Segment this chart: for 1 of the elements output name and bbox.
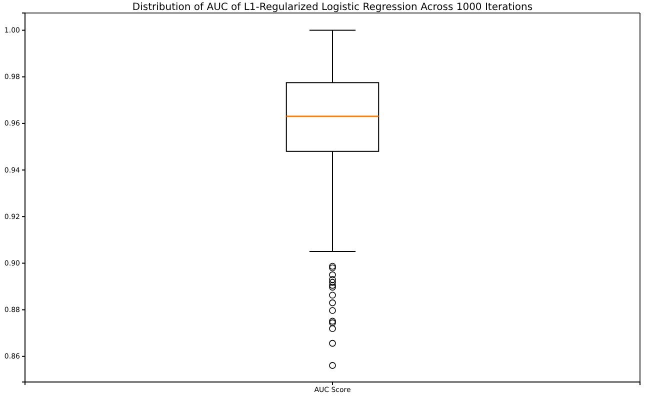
chart-title: Distribution of AUC of L1-Regularized Logistic Regression Across 1000 Iterations [132,2,533,13]
